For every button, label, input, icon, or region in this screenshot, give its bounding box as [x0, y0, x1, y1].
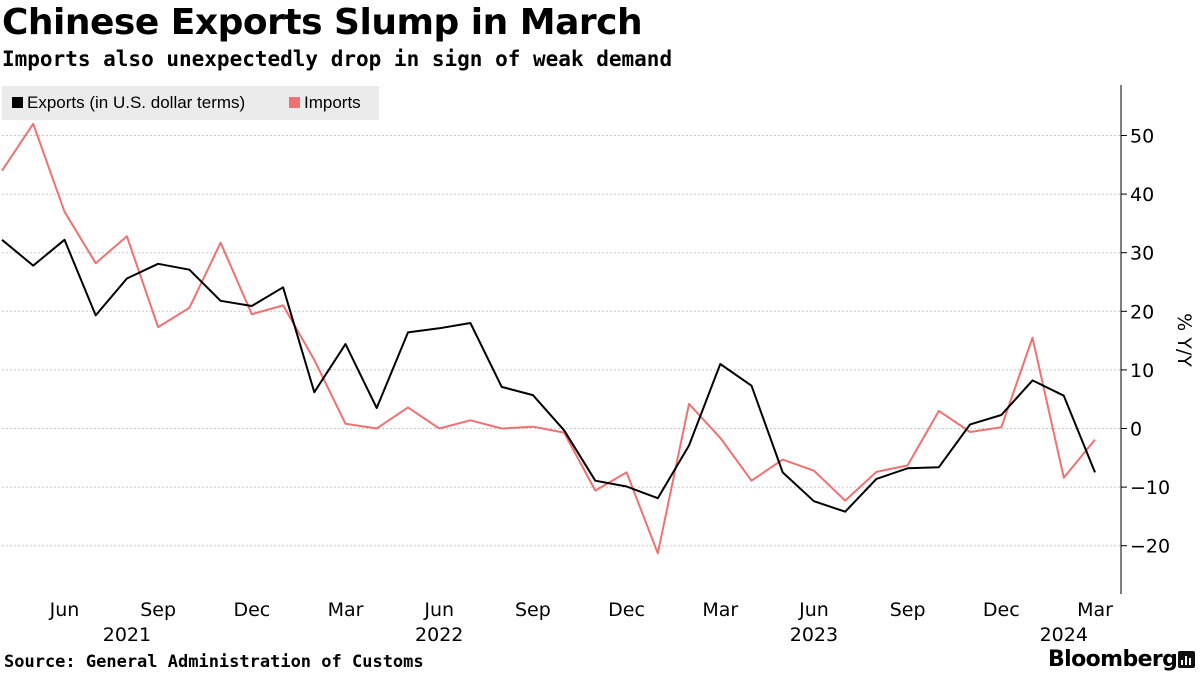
x-tick-label: Mar [702, 599, 738, 621]
x-tick-label: Dec [233, 599, 270, 621]
x-year-label: 2022 [415, 624, 463, 645]
chart-title: Chinese Exports Slump in March [2, 2, 643, 43]
x-tick-label: Mar [328, 599, 364, 621]
legend-swatch-imports [289, 97, 300, 108]
x-tick-label: Jun [49, 599, 80, 621]
brand-logo: Bloomberg [1048, 647, 1178, 672]
x-tick-label: Dec [608, 599, 645, 621]
legend-swatch-exports [12, 97, 23, 108]
y-tick-label: −10 [1130, 477, 1170, 499]
legend-background [2, 86, 379, 120]
bloomberg-terminal-icon [1178, 651, 1195, 668]
chart-subtitle: Imports also unexpectedly drop in sign o… [2, 47, 673, 71]
x-year-label: 2023 [790, 624, 838, 645]
source-note: Source: General Administration of Custom… [4, 652, 424, 672]
series-lines [1, 122, 1096, 555]
y-tick-label: 0 [1130, 419, 1142, 441]
x-tick-label: Sep [515, 599, 551, 621]
x-tick-label: Mar [1077, 599, 1113, 621]
exports-series-line [1, 238, 1096, 513]
y-tick-label: 40 [1130, 184, 1154, 206]
legend: Exports (in U.S. dollar terms) Imports [2, 86, 379, 120]
y-tick-label: −20 [1130, 536, 1170, 558]
x-tick-label: Sep [890, 599, 926, 621]
x-tick-label: Jun [423, 599, 454, 621]
imports-series-line [1, 122, 1096, 555]
y-tick-label: 50 [1130, 126, 1154, 148]
gridlines [2, 135, 1121, 547]
x-tick-label: Sep [140, 599, 176, 621]
line-chart: 50 40 30 20 10 0 −10 −20 % Y/Y Jun Sep Dec Mar Jun Sep… [1, 85, 1195, 645]
y-axis-label: % Y/Y [1173, 313, 1195, 367]
y-tick-label: 20 [1130, 301, 1154, 323]
y-tick-label: 30 [1130, 243, 1154, 265]
x-tick-label: Dec [983, 599, 1020, 621]
x-year-label: 2024 [1040, 624, 1088, 645]
x-year-label: 2021 [103, 624, 151, 645]
legend-label-exports: Exports (in U.S. dollar terms) [27, 93, 245, 112]
y-tick-label: 10 [1130, 360, 1154, 382]
x-tick-label: Jun [798, 599, 829, 621]
axes: 50 40 30 20 10 0 −10 −20 % Y/Y Jun Sep Dec Mar Jun Sep… [49, 85, 1195, 645]
legend-label-imports: Imports [304, 93, 361, 112]
